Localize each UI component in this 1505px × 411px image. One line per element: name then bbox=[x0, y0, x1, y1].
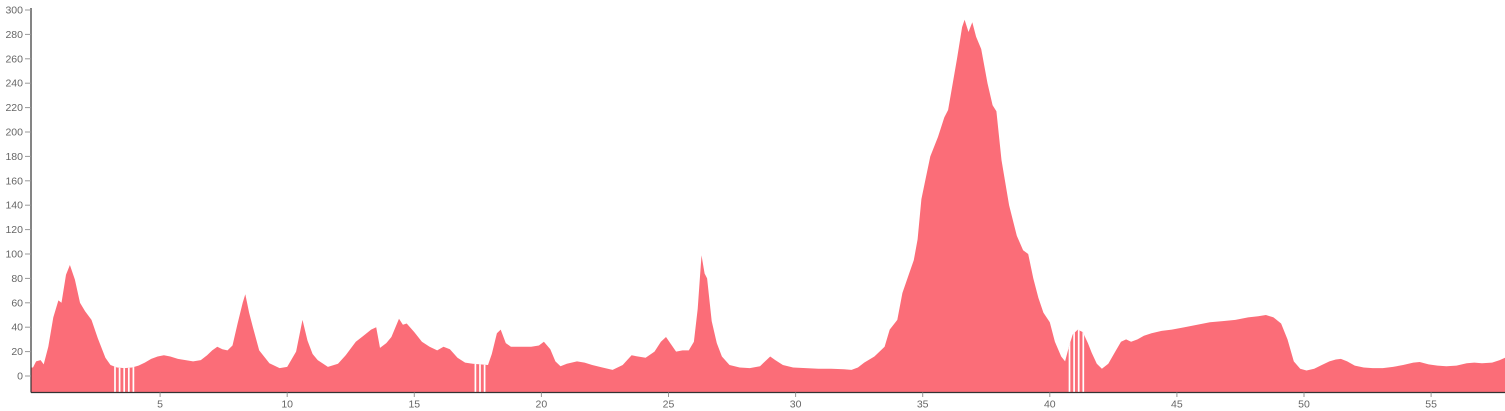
y-tick-label: 160 bbox=[5, 175, 23, 187]
x-tick-label: 5 bbox=[157, 399, 163, 411]
y-tick-label: 300 bbox=[5, 5, 23, 17]
x-tick-label: 25 bbox=[663, 399, 675, 411]
y-tick-label: 0 bbox=[17, 371, 23, 383]
y-tick-label: 200 bbox=[5, 127, 23, 139]
y-tick-label: 240 bbox=[5, 78, 23, 90]
y-tick-label: 140 bbox=[5, 200, 23, 212]
y-tick-label: 120 bbox=[5, 224, 23, 236]
y-tick-label: 220 bbox=[5, 102, 23, 114]
x-tick-label: 20 bbox=[536, 399, 548, 411]
y-tick-label: 100 bbox=[5, 249, 23, 261]
x-tick-label: 15 bbox=[408, 399, 420, 411]
y-tick-label: 40 bbox=[11, 322, 23, 334]
area-series bbox=[31, 19, 1505, 393]
x-tick-label: 40 bbox=[1044, 399, 1056, 411]
y-tick-label: 60 bbox=[11, 297, 23, 309]
x-tick-label: 30 bbox=[790, 399, 802, 411]
y-tick-label: 180 bbox=[5, 151, 23, 163]
y-tick-label: 20 bbox=[11, 346, 23, 358]
x-tick-label: 35 bbox=[917, 399, 929, 411]
x-tick-label: 55 bbox=[1425, 399, 1437, 411]
x-tick-label: 50 bbox=[1298, 399, 1310, 411]
x-tick-label: 10 bbox=[281, 399, 293, 411]
y-tick-label: 280 bbox=[5, 29, 23, 41]
y-tick-label: 80 bbox=[11, 273, 23, 285]
y-tick-label: 260 bbox=[5, 53, 23, 65]
x-tick-label: 45 bbox=[1171, 399, 1183, 411]
